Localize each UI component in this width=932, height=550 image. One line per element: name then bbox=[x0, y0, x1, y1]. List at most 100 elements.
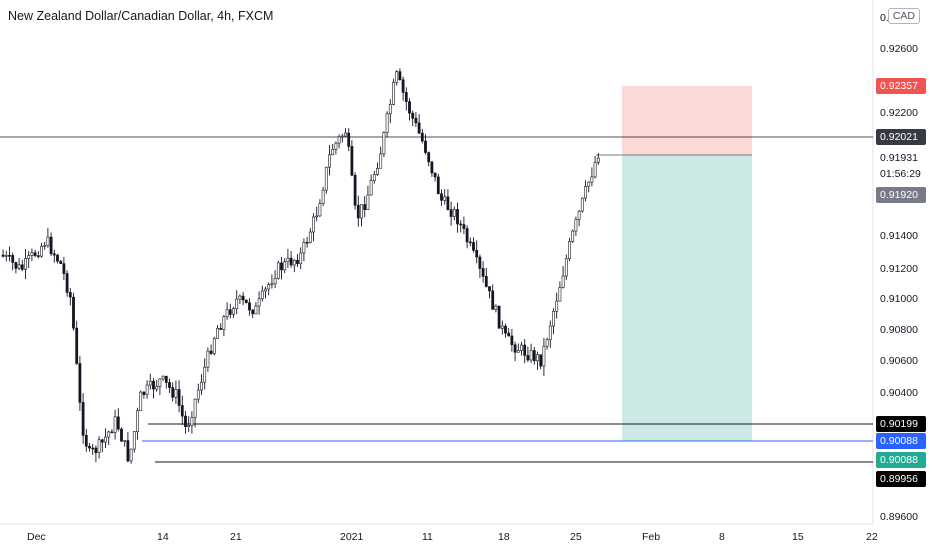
candle-body bbox=[433, 172, 437, 178]
candle-body bbox=[113, 416, 117, 433]
candle-body bbox=[459, 223, 463, 226]
candle-body bbox=[350, 146, 354, 176]
candle-body bbox=[417, 122, 421, 134]
candle-body bbox=[308, 231, 312, 243]
candle-body bbox=[65, 273, 69, 293]
candle-body bbox=[139, 391, 143, 412]
candle-body bbox=[337, 136, 341, 144]
candle-body bbox=[100, 439, 104, 443]
candle-body bbox=[84, 435, 88, 447]
candle-body bbox=[513, 344, 517, 353]
take-profit-zone[interactable] bbox=[622, 155, 752, 441]
candle-body bbox=[574, 219, 578, 232]
time-tick: 8 bbox=[719, 531, 725, 543]
candle-body bbox=[430, 161, 434, 174]
candle-body bbox=[385, 113, 389, 133]
candle-body bbox=[40, 245, 43, 257]
time-tick: 22 bbox=[866, 531, 878, 543]
candle-body bbox=[152, 380, 155, 390]
resistance-price-tag: 0.92021 bbox=[876, 129, 926, 145]
candle-body bbox=[91, 447, 95, 450]
candle-body bbox=[564, 258, 568, 277]
price-tick: 0.90800 bbox=[880, 324, 918, 336]
candle-body bbox=[510, 335, 514, 346]
candle-body bbox=[273, 277, 277, 285]
candle-body bbox=[472, 242, 475, 251]
candle-body bbox=[593, 162, 597, 178]
candle-body bbox=[456, 209, 459, 225]
candle-body bbox=[529, 350, 533, 361]
candle-body bbox=[228, 309, 232, 315]
candle-body bbox=[88, 445, 91, 449]
stop-loss-zone[interactable] bbox=[622, 86, 752, 155]
candle-body bbox=[312, 216, 315, 233]
candle-body bbox=[116, 416, 120, 430]
candle-body bbox=[161, 375, 165, 380]
candle-body bbox=[475, 249, 479, 258]
candle-body bbox=[315, 215, 319, 218]
candle-body bbox=[222, 316, 226, 330]
candle-body bbox=[200, 381, 203, 391]
candle-body bbox=[212, 338, 216, 354]
candle-body bbox=[158, 378, 162, 387]
chart-title: New Zealand Dollar/Canadian Dollar, 4h, … bbox=[8, 9, 274, 23]
price-tick: 0.92600 bbox=[880, 43, 918, 55]
candle-body bbox=[590, 176, 594, 183]
candle-body bbox=[155, 386, 159, 390]
time-tick: 14 bbox=[157, 531, 169, 543]
candle-body bbox=[17, 264, 21, 269]
candle-body bbox=[56, 254, 59, 262]
candle-body bbox=[94, 447, 98, 453]
candle-body bbox=[478, 256, 482, 269]
candle-body bbox=[148, 380, 152, 386]
candle-body bbox=[462, 224, 466, 229]
candle-body bbox=[366, 194, 370, 211]
candle-body bbox=[392, 81, 395, 105]
candle-body bbox=[20, 264, 24, 270]
price-tick: 0.91000 bbox=[880, 293, 918, 305]
candle-body bbox=[587, 181, 591, 187]
candle-body bbox=[491, 290, 495, 310]
candle-body bbox=[411, 112, 415, 119]
candle-body bbox=[254, 305, 258, 315]
candle-body bbox=[145, 384, 149, 395]
candle-body bbox=[376, 167, 379, 175]
candle-body bbox=[136, 410, 139, 432]
candle-body bbox=[72, 296, 75, 329]
candle-body bbox=[296, 259, 299, 264]
candle-body bbox=[449, 209, 453, 217]
candle-body bbox=[14, 262, 18, 269]
candle-body bbox=[75, 327, 79, 364]
candle-body bbox=[443, 196, 447, 201]
candle-body bbox=[516, 350, 520, 353]
candle-body bbox=[494, 305, 498, 310]
candle-body bbox=[110, 431, 114, 434]
last-price-tag: 0.91931 bbox=[876, 150, 926, 166]
candle-body bbox=[97, 439, 101, 453]
candle-body bbox=[49, 236, 53, 255]
candle-body bbox=[321, 189, 325, 204]
currency-selector-icon[interactable]: CAD bbox=[887, 8, 920, 24]
candle-body bbox=[193, 398, 197, 418]
candle-body bbox=[481, 268, 485, 277]
candle-body bbox=[520, 344, 523, 351]
support-lower-price-tag: 0.89956 bbox=[876, 471, 926, 487]
candle-body bbox=[401, 79, 405, 93]
price-tick: 0.91400 bbox=[880, 230, 918, 242]
candle-body bbox=[388, 104, 392, 115]
candle-body bbox=[232, 308, 235, 315]
candle-body bbox=[59, 260, 63, 264]
candle-body bbox=[571, 230, 575, 242]
time-tick: 21 bbox=[230, 531, 242, 543]
candle-body bbox=[363, 204, 367, 211]
candle-body bbox=[206, 350, 210, 368]
candle-body bbox=[286, 257, 290, 263]
candlestick-series bbox=[1, 68, 600, 464]
candle-body bbox=[62, 263, 66, 274]
candle-body bbox=[468, 241, 472, 244]
candle-body bbox=[334, 142, 338, 150]
candle-body bbox=[436, 176, 440, 195]
candle-body bbox=[235, 298, 239, 309]
